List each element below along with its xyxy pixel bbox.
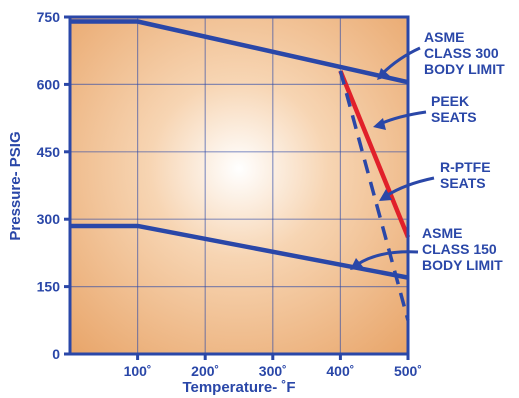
y-tick-label-0: 0 xyxy=(52,346,60,362)
peek-label-line1: PEEK xyxy=(431,93,469,109)
class300-label-line1: ASME xyxy=(424,29,464,45)
peek-arrowhead xyxy=(373,118,386,130)
class150-leader-arrow xyxy=(357,250,419,266)
series-lines xyxy=(70,19,411,321)
y-tick-label-750: 750 xyxy=(37,9,61,25)
peek-label-line2: SEATS xyxy=(431,109,477,125)
class150-label-line3: BODY LIMIT xyxy=(422,257,503,273)
x-tick-label-300: 300˚ xyxy=(259,363,287,379)
class300-label-line2: CLASS 300 xyxy=(424,45,499,61)
x-tick-label-200: 200˚ xyxy=(191,363,219,379)
rptfe-label-line2: SEATS xyxy=(440,175,486,191)
x-tick-label-400: 400˚ xyxy=(326,363,354,379)
rptfe-leader-arrow xyxy=(385,176,435,198)
class300-arrowhead xyxy=(377,68,390,80)
class150-label-line2: CLASS 150 xyxy=(422,241,497,257)
series-line-r-ptfe-seats xyxy=(338,70,410,321)
class150-arrowhead xyxy=(350,258,364,270)
series-line-peek-seats xyxy=(338,70,411,239)
x-tick-label-500: 500˚ xyxy=(394,363,422,379)
series-line-asme-class-300-body-limit xyxy=(70,19,409,85)
x-axis-title: Temperature- ˚F xyxy=(182,379,295,396)
y-tick-label-450: 450 xyxy=(37,144,61,160)
y-tick-label-150: 150 xyxy=(37,279,61,295)
class300-label-line3: BODY LIMIT xyxy=(424,61,505,77)
plot-area xyxy=(70,17,408,354)
y-axis-title: Pressure- PSIG xyxy=(7,131,24,240)
axis-labels: Temperature- ˚F Pressure- PSIG xyxy=(7,131,296,396)
rptfe-arrowhead xyxy=(379,189,392,201)
rptfe-label-line1: R-PTFE xyxy=(440,159,491,175)
y-tick-label-600: 600 xyxy=(37,76,61,92)
series-line-asme-class-150-body-limit xyxy=(70,223,409,280)
class150-label-line1: ASME xyxy=(422,225,462,241)
annotations: ASME CLASS 300 BODY LIMIT PEEK SEATS R-P… xyxy=(350,29,505,273)
y-tick-label-300: 300 xyxy=(37,211,61,227)
x-tick-label-100: 100˚ xyxy=(124,363,152,379)
